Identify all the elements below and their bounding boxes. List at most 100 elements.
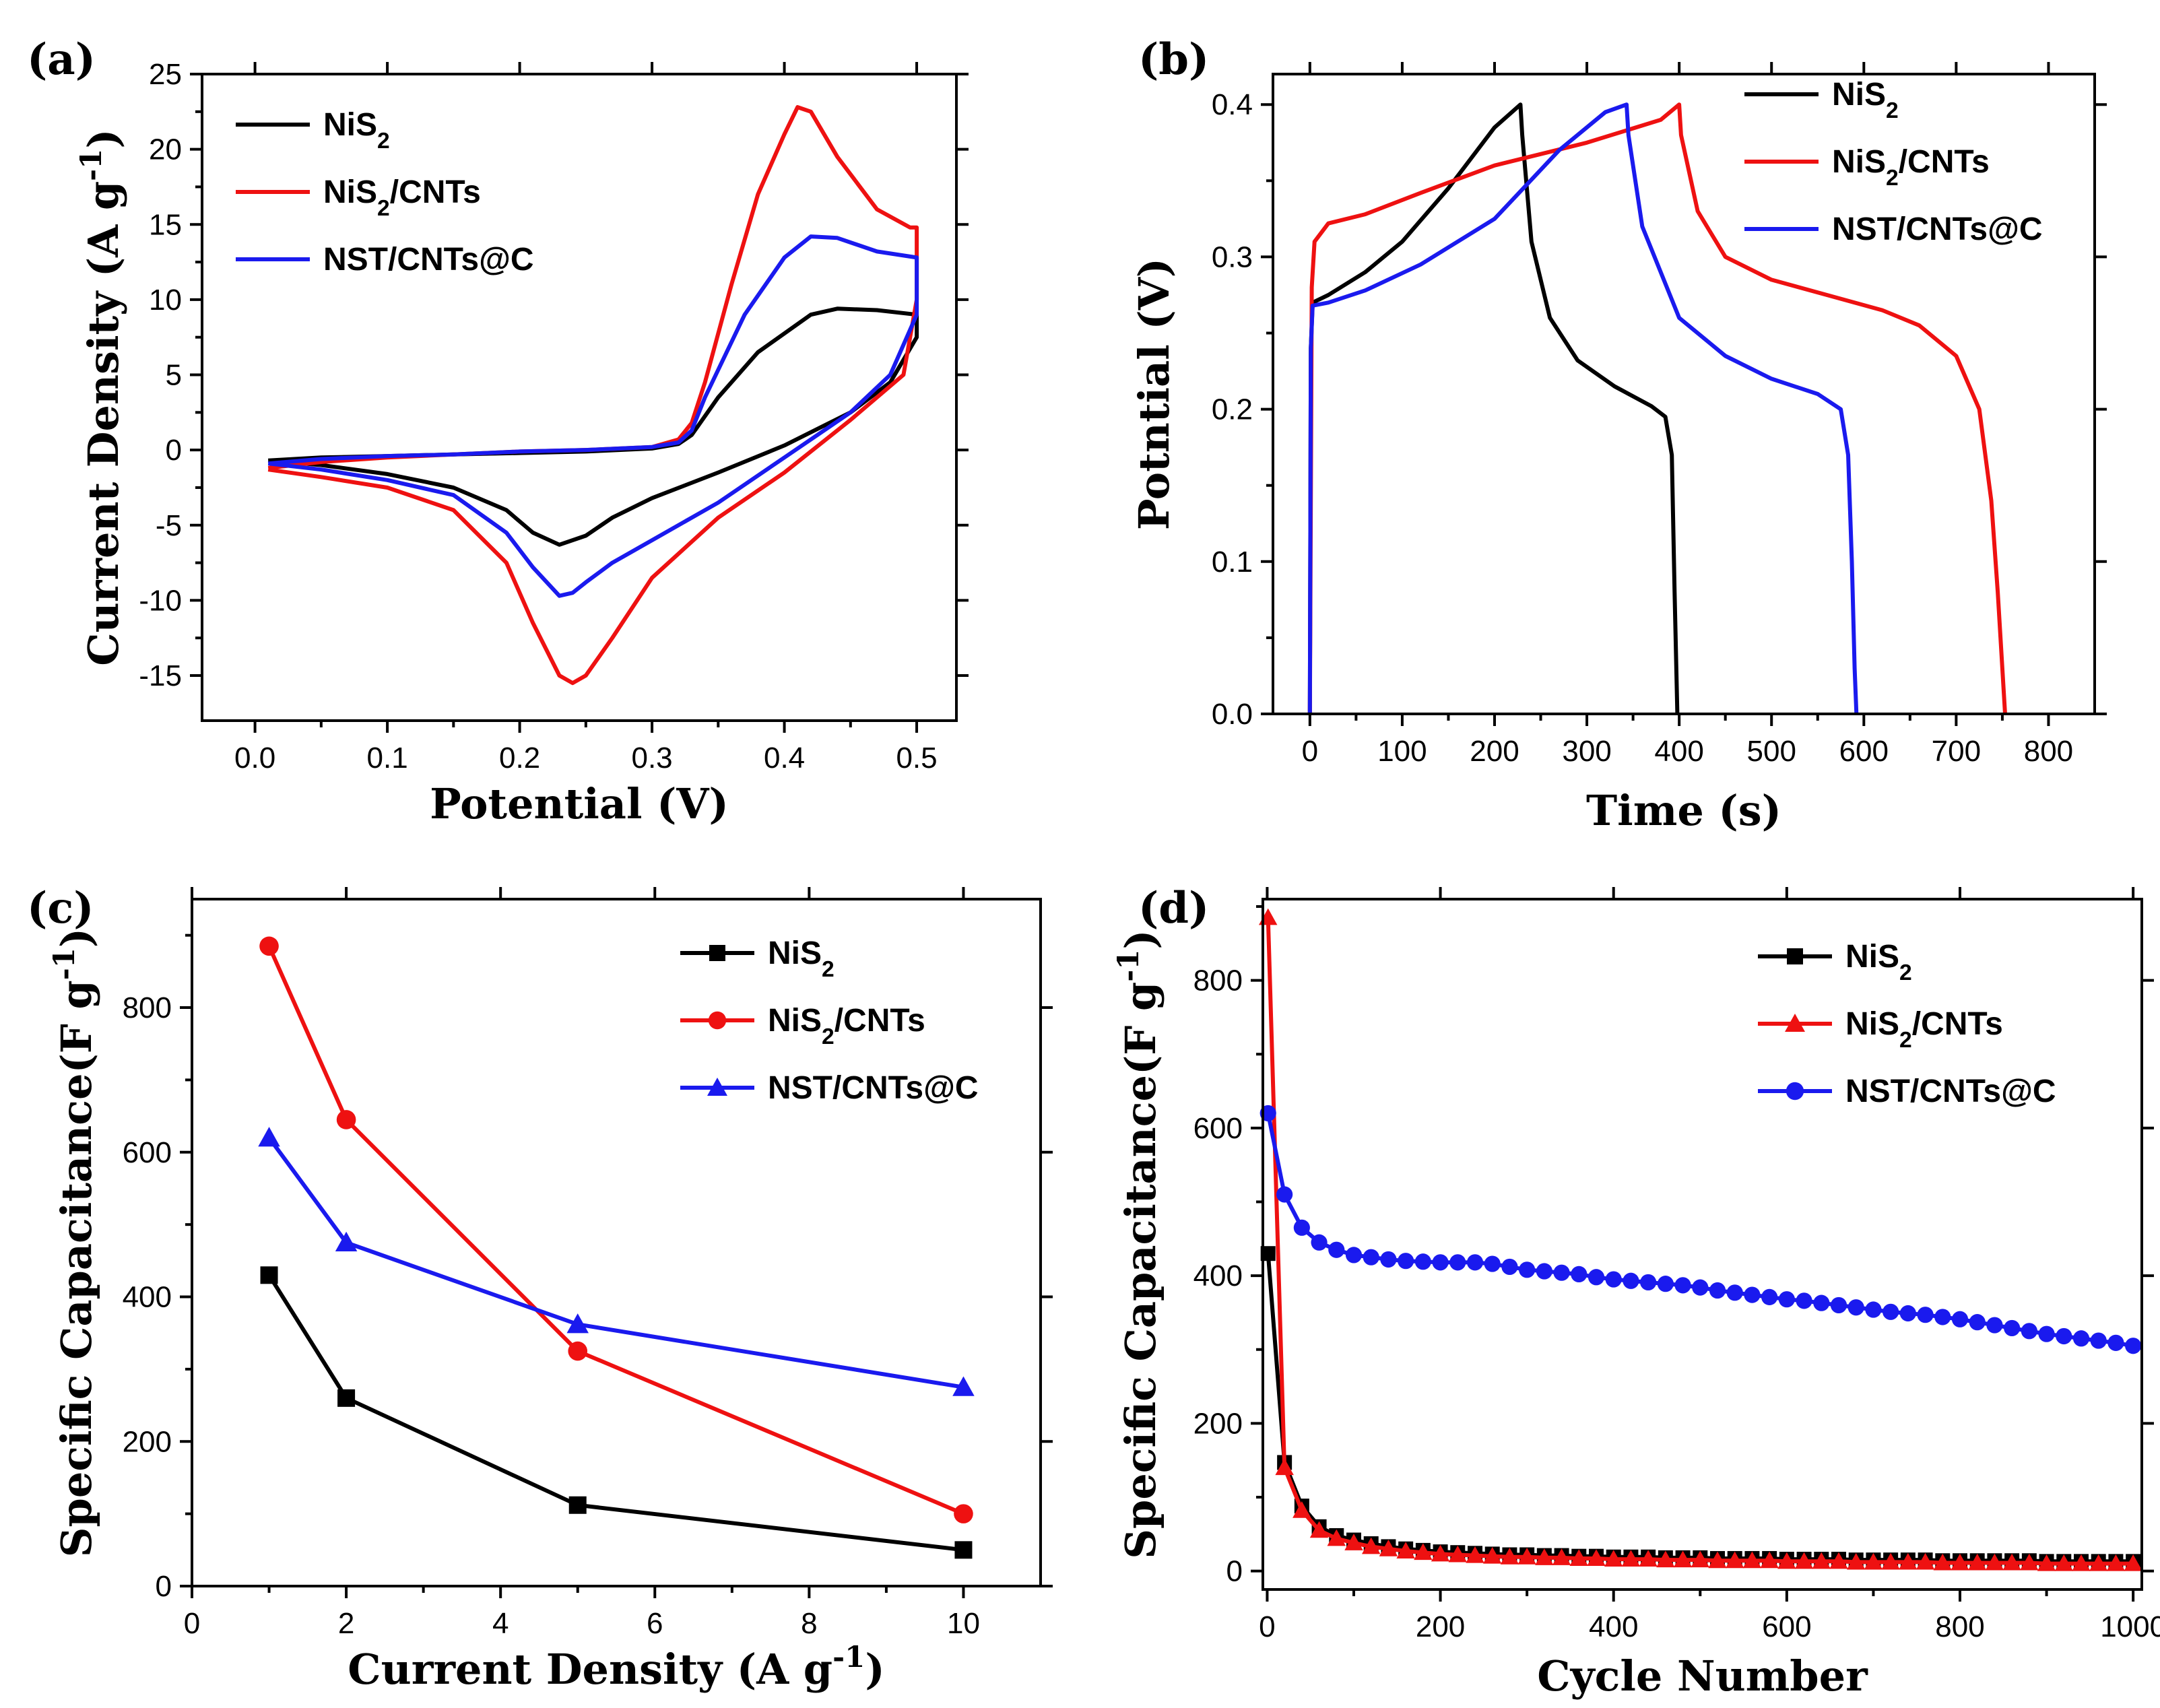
text-subscript: 2 (377, 129, 390, 154)
text-main: NiS (768, 935, 822, 971)
x-tick-label: 4 (492, 1607, 509, 1640)
data-point-1-15 (1517, 1548, 1536, 1565)
data-point-1-9 (1414, 1543, 1433, 1561)
panel-label: (d) (1138, 883, 1209, 933)
legend-label-0: NiS2 (1845, 939, 1912, 985)
legend-marker-2 (1786, 1082, 1804, 1101)
text-main: Specific Capacitance(F g (1116, 982, 1165, 1559)
text-tail: /CNTs (1899, 144, 1990, 180)
x-tick-label: 0.2 (499, 742, 540, 775)
y-tick-label: 400 (1193, 1259, 1243, 1292)
data-point-2-28 (1744, 1286, 1761, 1303)
data-point-1-5 (1344, 1534, 1363, 1550)
data-point-1-25 (1691, 1550, 1710, 1568)
legend-label-0: NiS2 (768, 935, 834, 982)
x-tick-label: 800 (2024, 735, 2073, 768)
data-point-2-42 (1986, 1317, 2003, 1334)
data-point-2-2 (566, 1313, 589, 1334)
data-point-2-37 (1899, 1305, 1916, 1322)
data-point-1-0 (259, 936, 279, 956)
x-tick-label: 600 (1762, 1610, 1811, 1643)
y-tick-label: -5 (156, 509, 182, 542)
text-main: NST/CNTs@C (1832, 211, 2043, 247)
text-main: Potntial (V) (1130, 258, 1179, 530)
x-tick-label: 800 (1935, 1610, 1984, 1643)
x-tick-label: 0 (1302, 735, 1318, 768)
plot-frame (1272, 73, 2096, 715)
text-tail: ) (52, 928, 101, 948)
plot-frame (1262, 898, 2143, 1591)
text-subscript: 2 (1886, 98, 1899, 123)
x-tick-label: 200 (1470, 735, 1519, 768)
text-main: NiS (323, 107, 377, 143)
data-point-1-13 (1482, 1546, 1502, 1564)
series-line-2 (267, 234, 919, 598)
data-point-1-38 (1916, 1552, 1935, 1570)
data-point-2-11 (1449, 1254, 1466, 1271)
panel-label: (a) (27, 34, 96, 85)
text-main: NiS (1832, 77, 1886, 112)
panel-d: (d) 0 200 400 600 800 1000 0 200 400 600 800 Cycle N… (1111, 883, 2160, 1701)
data-point-2-20 (1605, 1271, 1622, 1288)
y-tick-label: 5 (166, 359, 182, 392)
data-point-1-26 (1708, 1551, 1727, 1569)
x-tick-label: 400 (1654, 735, 1703, 768)
x-tick-label: 0.3 (631, 742, 672, 775)
legend-label-0: NiS2 (1832, 77, 1899, 123)
y-tick-label: 0.1 (1212, 546, 1253, 579)
y-tick-label: 0.3 (1212, 240, 1253, 273)
data-point-1-30 (1777, 1552, 1796, 1569)
y-axis-title: Specific Capacitance(F g-1) (1111, 929, 1166, 1559)
data-point-1-32 (1812, 1552, 1831, 1569)
text-main: Current Density (A g (79, 181, 128, 666)
y-tick-label: 10 (149, 284, 182, 317)
data-point-1-49 (2106, 1554, 2126, 1571)
y-axis-title: Specific Capacitance(F g-1) (47, 928, 102, 1558)
data-point-1-46 (2054, 1554, 2074, 1571)
series-line-2 (1266, 1113, 2134, 1348)
data-point-2-0 (258, 1127, 280, 1147)
text-superscript: -1 (832, 1640, 865, 1674)
data-point-2-19 (1588, 1269, 1605, 1286)
data-point-2-30 (1778, 1291, 1795, 1308)
data-point-1-1 (1275, 1458, 1294, 1476)
data-point-1-3 (954, 1504, 973, 1523)
data-point-1-3 (1309, 1521, 1329, 1538)
data-point-2-45 (2038, 1325, 2055, 1342)
data-point-2-3 (952, 1376, 975, 1396)
data-point-1-34 (1846, 1552, 1866, 1570)
data-point-1-2 (1292, 1501, 1311, 1518)
x-axis-title: Potential (V) (430, 779, 729, 828)
data-point-1-41 (1967, 1553, 1987, 1571)
text-tail: ) (79, 129, 128, 148)
text-main: NiS (1845, 1006, 1899, 1042)
data-point-0-0 (1260, 1246, 1276, 1261)
legend-label-2: NST/CNTs@C (768, 1070, 979, 1106)
data-point-2-34 (1847, 1299, 1864, 1316)
data-point-2-26 (1709, 1282, 1726, 1299)
data-point-1-14 (1500, 1548, 1519, 1565)
x-tick-label: 0.0 (234, 742, 275, 775)
data-point-0-0 (260, 1266, 278, 1284)
series-line-1 (1266, 917, 2134, 1566)
data-point-2-25 (1692, 1279, 1709, 1296)
x-tick-label: 6 (647, 1607, 663, 1640)
series-line-0 (1266, 1253, 2134, 1564)
data-point-1-8 (1396, 1542, 1415, 1558)
panel-a: (a) 0.0 0.1 0.2 0.3 0.4 0.5 -15 -10 -5 0 5 10 15 20 25 P… (27, 34, 969, 828)
data-point-0-3 (954, 1541, 973, 1559)
x-tick-label: 200 (1416, 1610, 1465, 1643)
data-point-2-1 (335, 1231, 358, 1251)
data-point-1-36 (1881, 1552, 1900, 1570)
data-point-2-14 (1501, 1258, 1518, 1276)
data-point-0-1 (337, 1389, 356, 1407)
data-point-2-36 (1883, 1303, 1899, 1320)
data-point-1-47 (2072, 1554, 2091, 1571)
text-subscript: 2 (822, 957, 834, 982)
y-tick-label: 25 (149, 58, 182, 91)
plot-frame (201, 73, 958, 722)
data-point-1-50 (2124, 1554, 2142, 1571)
y-tick-label: -10 (139, 584, 182, 617)
data-point-2-43 (2004, 1319, 2021, 1337)
